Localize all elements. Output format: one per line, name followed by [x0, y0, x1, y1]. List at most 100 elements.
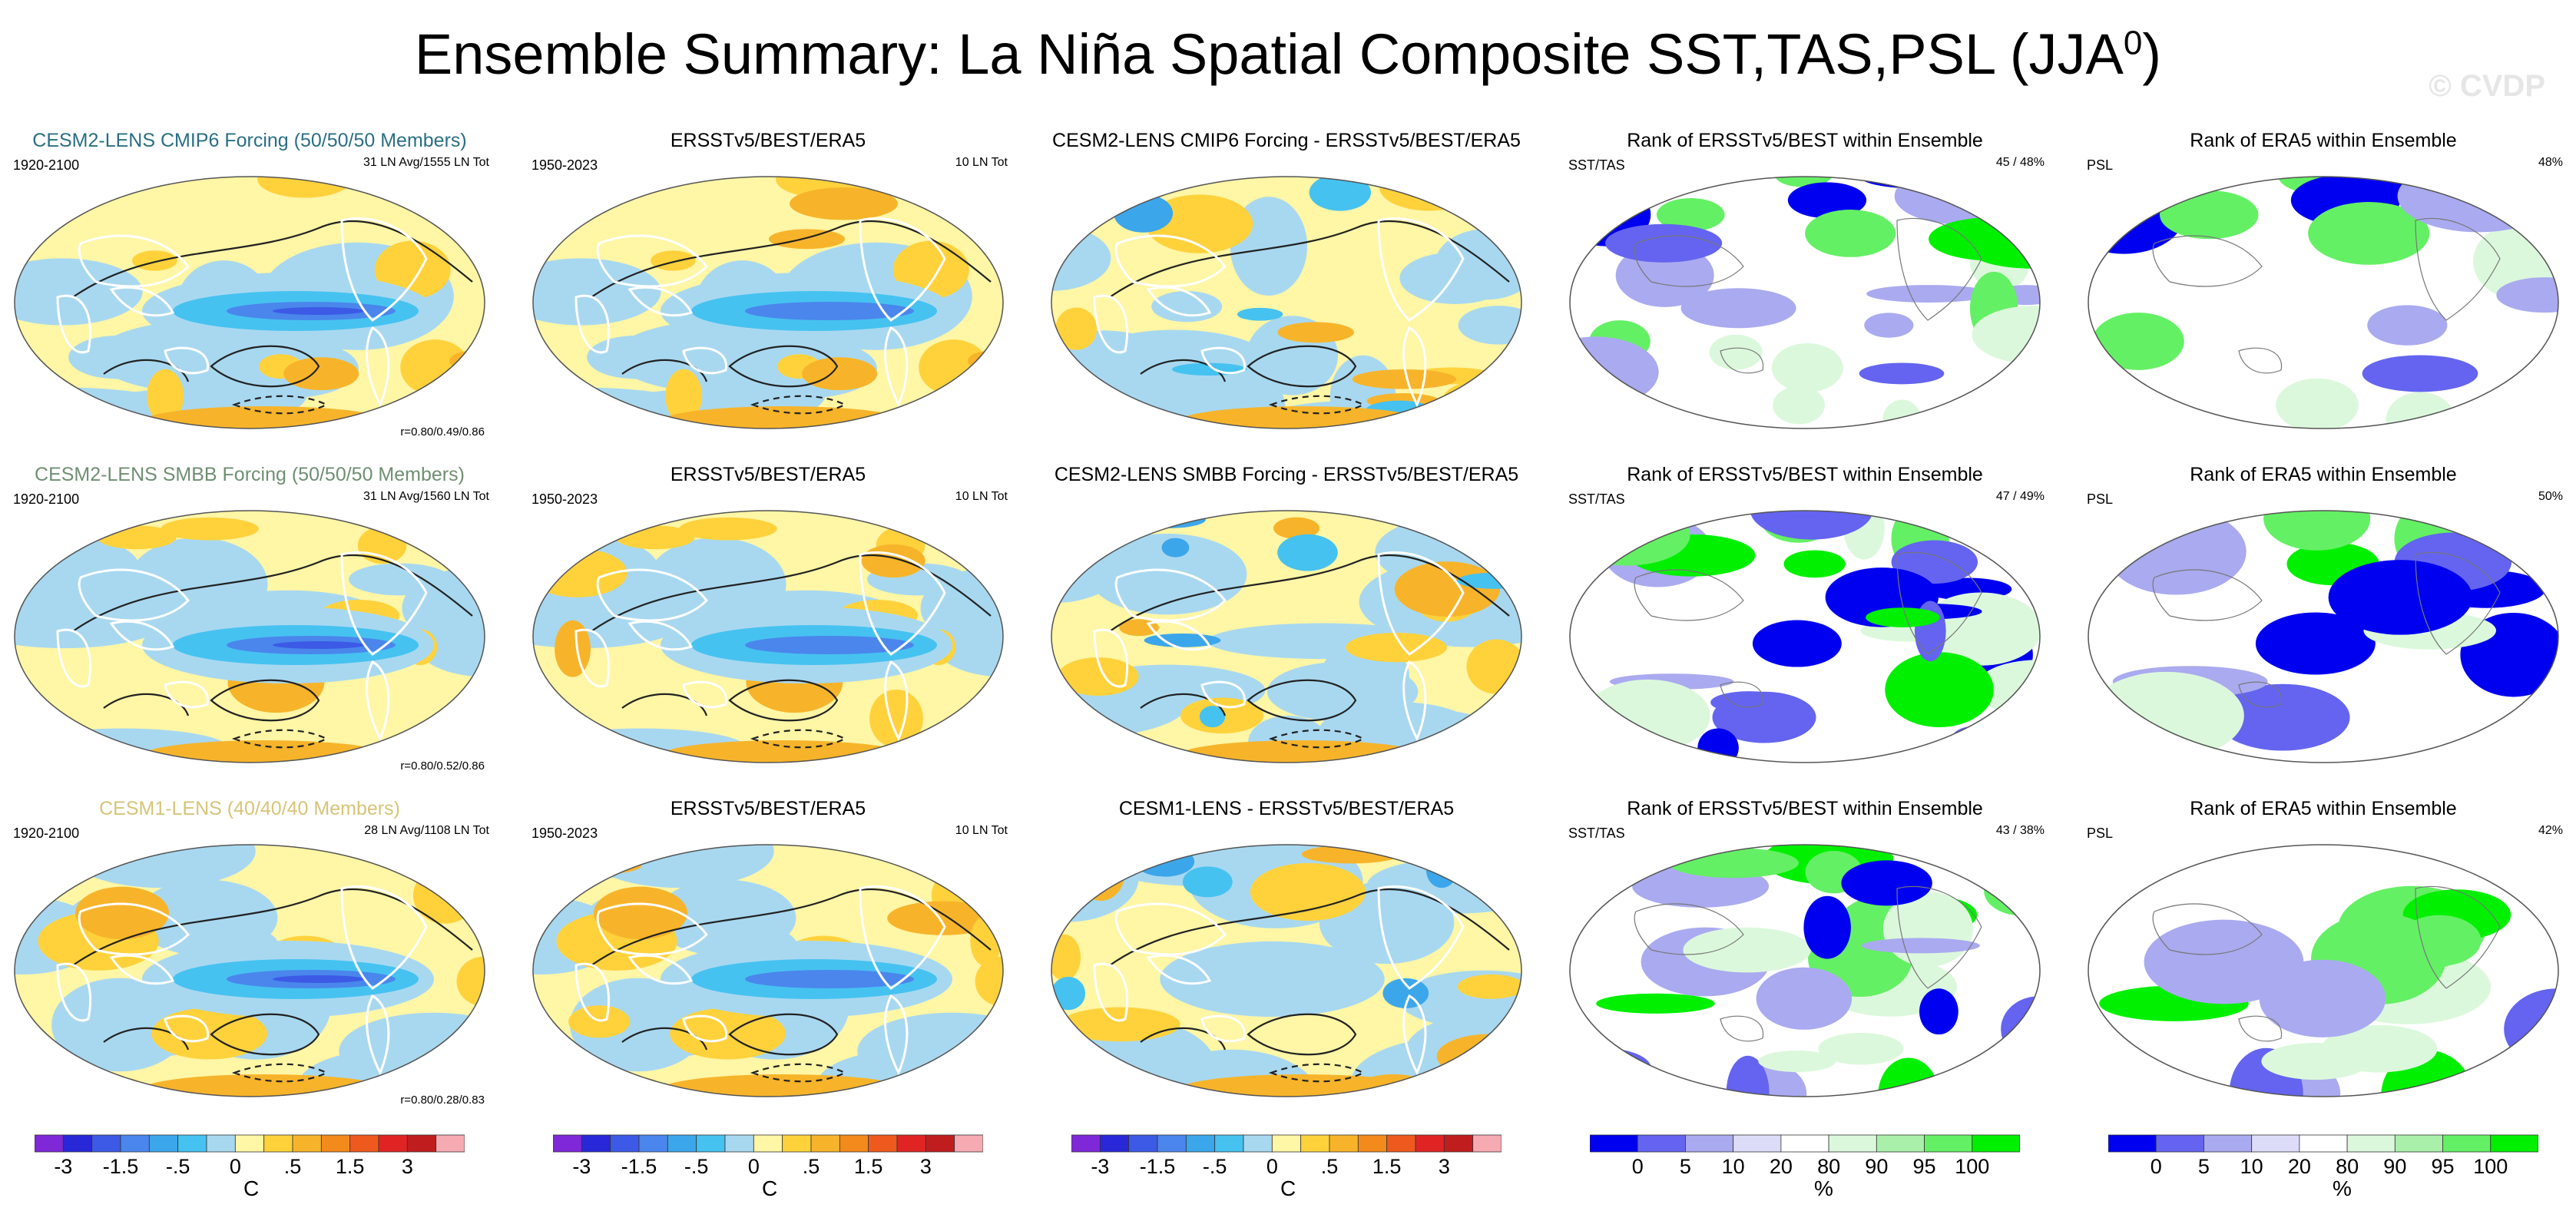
- colorbar-unit: %: [2333, 1176, 2352, 1200]
- coastline: [1896, 217, 1982, 321]
- coastline: [109, 620, 175, 651]
- colorbar-tick-label: -.5: [166, 1155, 190, 1175]
- psl-contour: [1247, 679, 1357, 722]
- coastline: [366, 994, 390, 1076]
- warm-anomaly: [1076, 845, 1126, 902]
- warm-anomaly: [151, 1008, 267, 1060]
- colorbar-unit: %: [1814, 1176, 1833, 1200]
- panel-title: CESM1-LENS (40/40/40 Members): [99, 798, 400, 819]
- warm-anomaly: [1250, 862, 1366, 922]
- colorbar-swatch: [91, 1134, 121, 1153]
- warm-anomaly: [1352, 369, 1457, 389]
- coastline: [574, 628, 611, 688]
- rank-percent-label: 50%: [2538, 490, 2563, 503]
- coastline: [596, 902, 708, 956]
- rank-region: [1787, 182, 1867, 219]
- colorbar-swatch: [1243, 1134, 1273, 1153]
- colorbar-swatch: [120, 1134, 150, 1153]
- map-border: [2088, 510, 2559, 763]
- anomaly-region: [1399, 252, 1511, 304]
- colorbar-swatch: [1214, 1134, 1244, 1153]
- coastline: [627, 954, 694, 985]
- cool-anomaly: [1161, 538, 1190, 558]
- colorbar-tick-label: 100: [2473, 1155, 2508, 1175]
- warm-anomaly: [1273, 517, 1320, 539]
- panel-ens-row-3: CESM1-LENS (40/40/40 Members) 1920-2100 28…: [4, 795, 495, 1117]
- anomaly-region: [416, 609, 485, 677]
- warm-anomaly: [75, 886, 170, 940]
- correlation-label: r=0.80/0.28/0.83: [400, 1094, 485, 1107]
- colorbar-tick-label: 3: [402, 1155, 413, 1175]
- colorbar-swatch: [2299, 1134, 2348, 1153]
- psl-contour: [210, 679, 320, 722]
- rank-region: [2328, 560, 2473, 635]
- coastline: [859, 551, 946, 656]
- warm-anomaly: [412, 867, 477, 924]
- map-border: [1569, 844, 2041, 1097]
- variable-label: PSL: [2087, 491, 2114, 507]
- coastline: [1402, 994, 1427, 1076]
- coastline: [109, 954, 175, 985]
- colorbar-swatch: [753, 1134, 783, 1153]
- warm-anomaly: [533, 706, 588, 747]
- period-label: 1950-2023: [531, 826, 598, 841]
- psl-contour: [728, 345, 839, 388]
- correlation-label: r=0.80/0.52/0.86: [400, 759, 485, 773]
- colorbar-tick-label: 90: [2383, 1155, 2406, 1175]
- coastline: [366, 660, 390, 742]
- psl-contour: [1109, 554, 1510, 632]
- map-rank2: [2088, 844, 2559, 1097]
- panel-title: ERSSTv5/BEST/ERA5: [670, 798, 866, 819]
- coastline: [78, 902, 190, 956]
- coastline: [682, 680, 727, 709]
- colorbar-tick-label: 0: [748, 1155, 760, 1175]
- anomaly-region: [67, 574, 211, 634]
- cool-anomaly: [1453, 845, 1490, 862]
- period-label: 1950-2023: [531, 491, 598, 507]
- warm-anomaly: [887, 901, 999, 935]
- colorbar-swatch: [1876, 1134, 1925, 1153]
- count-label: 31 LN Avg/1555 LN Tot: [363, 156, 489, 169]
- anomaly-region: [1151, 290, 1223, 323]
- colorbar-swatch: [148, 1134, 179, 1153]
- coastline: [1093, 962, 1129, 1022]
- coastline: [682, 1014, 727, 1043]
- coastline: [1093, 628, 1129, 688]
- psl-contour: [1109, 888, 1510, 966]
- coastline: [1146, 286, 1212, 317]
- anomaly-region: [934, 609, 1003, 677]
- psl-contour: [72, 554, 473, 632]
- rank-region: [1975, 386, 2040, 429]
- coastline: [884, 326, 909, 408]
- colorbar-swatch: [581, 1134, 611, 1153]
- period-label: 1950-2023: [531, 157, 598, 173]
- colorbar-swatch: [177, 1134, 207, 1153]
- coastline: [682, 346, 727, 375]
- coastline: [1377, 885, 1465, 990]
- southern-warm-band: [661, 406, 906, 429]
- map-ens: [14, 176, 485, 429]
- colorbar-swatch: [1386, 1134, 1416, 1153]
- map-border: [14, 510, 485, 763]
- anomaly-region: [585, 574, 730, 634]
- colorbar-swatches: 0 5 10 20 80 90 95 100: [2108, 1134, 2538, 1175]
- cold-tongue-core: [745, 636, 914, 654]
- colorbar-swatch: [1924, 1134, 1973, 1153]
- coastline: [1720, 347, 1764, 374]
- colorbar-tick-label: -.5: [684, 1155, 709, 1175]
- warm-anomaly: [861, 544, 925, 578]
- rank-region: [1570, 734, 1608, 763]
- colorbar-swatch: [2251, 1134, 2300, 1153]
- map-border: [1051, 510, 1522, 763]
- map-border: [532, 844, 1004, 1097]
- warm-anomaly: [892, 240, 969, 299]
- anomaly-region: [1398, 970, 1521, 1029]
- colorbar-swatch: [724, 1134, 754, 1153]
- colorbar-tick-label: -1.5: [621, 1155, 657, 1175]
- coastline: [2238, 347, 2283, 374]
- colorbar-tick-label: 20: [2288, 1155, 2311, 1175]
- colorbar-tick-label: 3: [1439, 1155, 1450, 1175]
- rank-region: [2159, 190, 2259, 240]
- southern-warm-band: [142, 406, 388, 429]
- colorbar-swatch: [1357, 1134, 1388, 1153]
